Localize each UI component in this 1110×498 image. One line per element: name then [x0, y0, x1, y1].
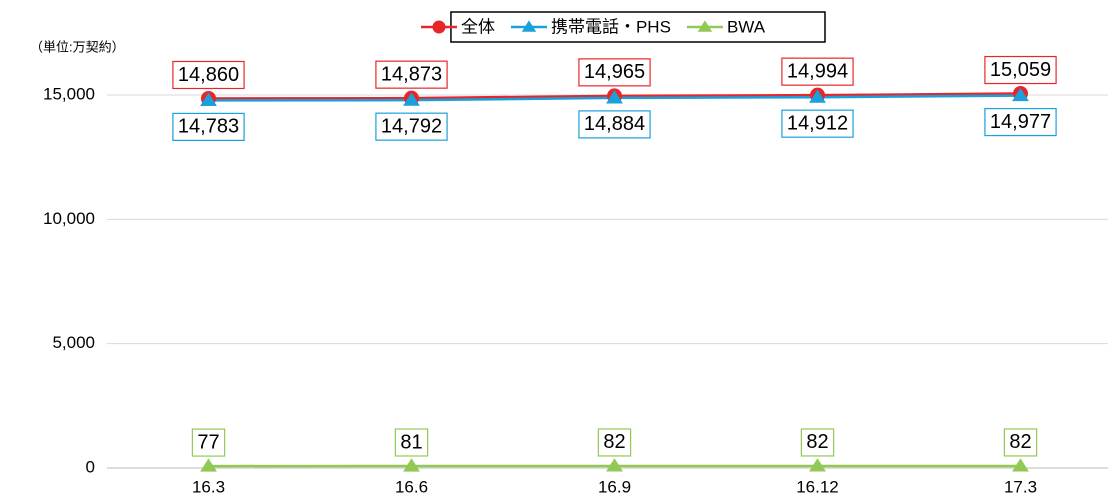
data-label-box — [781, 57, 854, 86]
data-label-box — [800, 428, 835, 457]
data-label-text: 14,977 — [990, 111, 1051, 133]
data-label-text: 14,792 — [381, 115, 442, 137]
data-label: 14,860 — [172, 60, 245, 90]
point — [809, 458, 826, 472]
legend-marker — [432, 20, 446, 34]
data-label-text: 14,783 — [178, 116, 239, 138]
x-tick-label: 16.9 — [598, 477, 631, 496]
data-label-text: 14,965 — [584, 61, 645, 83]
data-label: 14,994 — [781, 57, 854, 86]
point — [809, 89, 826, 103]
data-label-box — [984, 107, 1057, 137]
data-label: 14,873 — [375, 60, 448, 89]
data-label: 77 — [191, 428, 226, 457]
data-label-box — [578, 110, 651, 139]
unit-label: （単位:万契約） — [30, 39, 125, 54]
x-tick-label: 17.3 — [1004, 477, 1037, 496]
data-label: 14,965 — [578, 58, 651, 87]
y-tick-label: 5,000 — [52, 333, 95, 352]
x-tick-label: 16.3 — [192, 477, 225, 496]
legend-marker — [697, 20, 713, 32]
data-label-text: 81 — [400, 431, 422, 453]
data-label-box — [984, 55, 1057, 85]
data-label: 14,977 — [984, 107, 1057, 137]
legend: 全体 携帯電話・PHS BWA — [420, 11, 826, 43]
data-label: 81 — [394, 428, 429, 457]
data-label-text: 14,873 — [381, 63, 442, 85]
y-tick-label: 10,000 — [43, 209, 95, 228]
data-label-text: 14,860 — [178, 64, 239, 86]
data-label: 15,059 — [984, 55, 1057, 85]
x-tick-label: 16.6 — [395, 477, 428, 496]
data-label: 14,884 — [578, 110, 651, 139]
x-tick-label: 16.12 — [796, 477, 839, 496]
data-label-text: 14,912 — [787, 112, 848, 134]
data-label: 14,783 — [172, 112, 245, 141]
data-label-box — [172, 60, 245, 90]
point — [1012, 87, 1029, 102]
data-label-text: 14,884 — [584, 113, 645, 135]
data-label-text: 82 — [806, 431, 828, 453]
data-label-text: 15,059 — [990, 59, 1051, 81]
data-label-box — [375, 112, 448, 141]
data-label: 82 — [597, 428, 632, 457]
legend-label: BWA — [727, 17, 766, 36]
legend-label: 全体 — [461, 17, 495, 36]
point — [403, 458, 420, 472]
data-label-text: 77 — [197, 431, 219, 453]
data-label: 14,792 — [375, 112, 448, 141]
data-label-box — [578, 58, 651, 87]
data-label-box — [375, 60, 448, 89]
y-tick-label: 15,000 — [43, 84, 95, 103]
data-label: 14,912 — [781, 109, 854, 138]
legend-label: 携帯電話・PHS — [551, 17, 671, 36]
point — [200, 92, 217, 106]
point — [403, 92, 420, 106]
data-label-box — [191, 428, 226, 457]
data-label-text: 14,994 — [787, 60, 848, 82]
data-label-text: 82 — [1009, 431, 1031, 453]
data-label: 82 — [800, 428, 835, 457]
data-label-text: 82 — [603, 431, 625, 453]
data-label-box — [172, 112, 245, 141]
data-label: 82 — [1003, 428, 1038, 457]
data-label-box — [781, 109, 854, 138]
data-label-box — [597, 428, 632, 457]
point — [606, 90, 623, 104]
point — [1012, 458, 1029, 472]
point — [200, 458, 217, 472]
y-tick-label: 0 — [86, 457, 95, 476]
legend-marker — [521, 20, 537, 32]
point — [606, 458, 623, 472]
data-label-box — [394, 428, 429, 457]
data-label-box — [1003, 428, 1038, 457]
